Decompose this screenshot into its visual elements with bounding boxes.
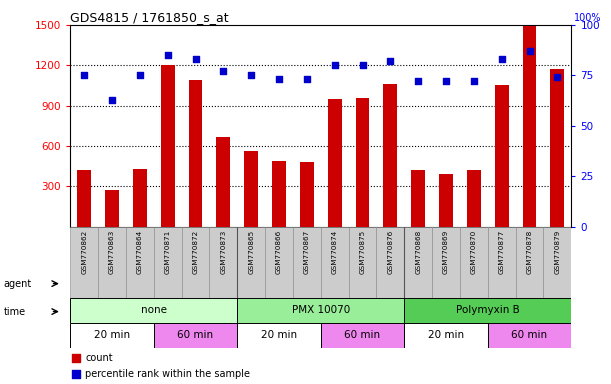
Point [71,371,81,377]
Bar [272,161,286,227]
Bar [327,99,342,227]
Bar [210,227,237,298]
Point [274,76,284,83]
Bar [133,169,147,227]
Point [413,78,423,84]
Bar [70,227,98,298]
Text: GSM770863: GSM770863 [109,229,115,274]
Text: count: count [86,353,113,362]
Bar [411,170,425,227]
Text: Polymyxin B: Polymyxin B [456,305,520,315]
Bar [349,227,376,298]
Text: 20 min: 20 min [261,330,297,340]
Bar [126,227,154,298]
Bar [154,227,181,298]
Bar [495,85,509,227]
Point [107,96,117,103]
Point [386,58,395,64]
Text: 20 min: 20 min [428,330,464,340]
Bar [237,323,321,348]
Point [71,354,81,361]
Bar [356,98,370,227]
Text: 60 min: 60 min [177,330,214,340]
Text: 20 min: 20 min [94,330,130,340]
Bar [98,227,126,298]
Text: 60 min: 60 min [345,330,381,340]
Bar [216,137,230,227]
Point [552,74,562,81]
Bar [488,227,516,298]
Bar [460,227,488,298]
Bar [181,227,210,298]
Bar [516,227,543,298]
Point [357,62,367,68]
Text: GSM770869: GSM770869 [443,229,449,274]
Text: GSM770873: GSM770873 [221,229,226,274]
Bar [488,323,571,348]
Point [441,78,451,84]
Bar [77,170,91,227]
Point [497,56,507,62]
Text: GSM770877: GSM770877 [499,229,505,274]
Text: GSM770864: GSM770864 [137,229,143,274]
Bar [376,227,404,298]
Text: agent: agent [4,279,32,289]
Text: GSM770876: GSM770876 [387,229,393,274]
Bar [300,162,314,227]
Bar [293,227,321,298]
Bar [189,80,202,227]
Text: GSM770870: GSM770870 [471,229,477,274]
Bar [432,227,460,298]
Bar [404,323,488,348]
Text: none: none [141,305,167,315]
Text: GSM770874: GSM770874 [332,229,338,274]
Text: GSM770872: GSM770872 [192,229,199,274]
Bar [265,227,293,298]
Text: GDS4815 / 1761850_s_at: GDS4815 / 1761850_s_at [70,11,229,24]
Point [330,62,340,68]
Bar [321,323,404,348]
Bar [439,174,453,227]
Bar [543,227,571,298]
Text: GSM770867: GSM770867 [304,229,310,274]
Point [219,68,229,74]
Text: GSM770862: GSM770862 [81,229,87,274]
Text: 60 min: 60 min [511,330,547,340]
Point [135,72,145,78]
Bar [105,190,119,227]
Text: GSM770879: GSM770879 [554,229,560,274]
Text: GSM770865: GSM770865 [248,229,254,274]
Point [525,48,535,54]
Bar [237,227,265,298]
Bar [154,323,237,348]
Bar [384,84,397,227]
Bar [237,298,404,323]
Point [79,72,89,78]
Bar [551,70,565,227]
Text: 100%: 100% [574,13,602,23]
Text: GSM770866: GSM770866 [276,229,282,274]
Text: GSM770871: GSM770871 [165,229,170,274]
Bar [70,323,154,348]
Point [191,56,200,62]
Point [469,78,479,84]
Text: time: time [4,306,26,316]
Text: GSM770875: GSM770875 [359,229,365,274]
Bar [70,298,237,323]
Text: PMX 10070: PMX 10070 [291,305,350,315]
Point [302,76,312,83]
Text: GSM770878: GSM770878 [527,229,533,274]
Bar [161,65,175,227]
Point [246,72,256,78]
Bar [522,26,536,227]
Bar [404,227,432,298]
Point [163,52,172,58]
Bar [404,298,571,323]
Text: GSM770868: GSM770868 [415,229,421,274]
Bar [244,151,258,227]
Bar [321,227,349,298]
Bar [467,170,481,227]
Text: percentile rank within the sample: percentile rank within the sample [86,369,251,379]
